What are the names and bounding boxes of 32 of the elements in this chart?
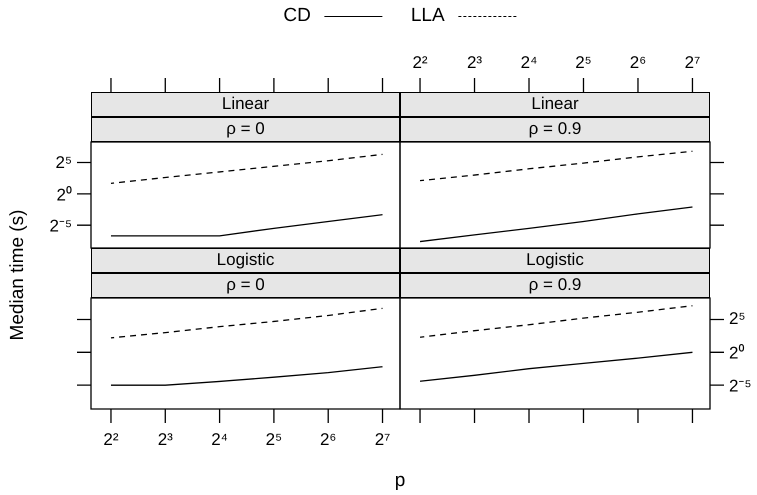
y-axis-title: Median time (s) bbox=[7, 210, 29, 340]
chart-subtitle: ρ = 0 bbox=[91, 117, 400, 142]
x-tick-label: 2⁶ bbox=[630, 53, 646, 73]
line-series bbox=[419, 305, 694, 338]
y-tick-label: 2⁵ bbox=[55, 152, 72, 173]
x-tick-label: 2² bbox=[103, 430, 119, 450]
line-series bbox=[110, 154, 384, 184]
x-axis-title: p bbox=[394, 470, 406, 492]
chart-title: Logistic bbox=[400, 248, 710, 273]
y-tick-label: 2⁻⁵ bbox=[49, 216, 72, 237]
legend-label: LLA bbox=[410, 5, 445, 27]
y-tick-label: 2⁰ bbox=[729, 342, 744, 364]
x-tick-label: 2⁷ bbox=[684, 53, 700, 73]
y-tick-label: 2⁵ bbox=[729, 309, 746, 330]
chart-subtitle: ρ = 0 bbox=[91, 273, 400, 298]
y-tick-label: 2⁻⁵ bbox=[729, 376, 752, 397]
y-tick-label: 2⁰ bbox=[56, 184, 72, 206]
x-tick-label: 2⁵ bbox=[575, 53, 592, 73]
x-tick-label: 2⁴ bbox=[520, 53, 538, 73]
x-tick-label: 2⁶ bbox=[320, 430, 336, 450]
x-tick-label: 2³ bbox=[158, 430, 173, 450]
chart-subtitle: ρ = 0.9 bbox=[400, 273, 710, 298]
x-tick-label: 2³ bbox=[466, 53, 482, 73]
x-tick-label: 2⁵ bbox=[266, 430, 282, 450]
chart-title: Logistic bbox=[91, 248, 400, 273]
legend-label: CD bbox=[283, 5, 311, 27]
chart-subtitle: ρ = 0.9 bbox=[400, 117, 710, 142]
chart-title: Linear bbox=[400, 92, 710, 117]
x-tick-label: 2⁷ bbox=[374, 430, 390, 450]
x-tick-label: 2⁴ bbox=[211, 430, 228, 450]
chart-title: Linear bbox=[91, 92, 400, 117]
x-tick-label: 2² bbox=[412, 53, 428, 73]
